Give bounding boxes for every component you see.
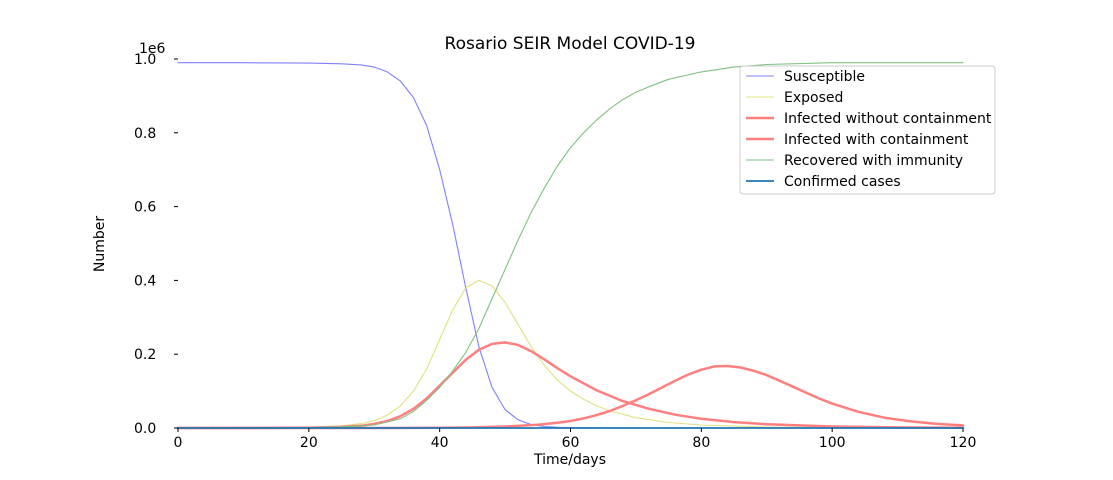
y-axis-label: Number (92, 216, 108, 272)
series-line-infected-with-containment (176, 364, 965, 430)
x-tick-label: 80 (692, 435, 710, 451)
x-tick-label: 40 (431, 435, 449, 451)
legend: Susceptible Exposed Infected without conta… (739, 65, 996, 195)
y-tick-label: 0.6 (134, 200, 156, 216)
legend-label-confirmed-cases: Confirmed cases (784, 174, 901, 190)
series-line-infected-without-containment (176, 341, 965, 430)
legend-label-infected-with-containment: Infected with containment (784, 132, 969, 148)
series-line-exposed (177, 279, 964, 429)
x-tick-label: 120 (950, 435, 977, 451)
y-tick-label: 0.2 (134, 347, 156, 363)
legend-label-exposed: Exposed (784, 90, 843, 106)
axes: 0 20 40 60 80 100 120 0.0 0.2 0.4 0.6 0.8 1.0 (134, 52, 976, 451)
y-tick-label: 0.8 (134, 126, 156, 142)
series-line-recovered-with-immunity (177, 62, 964, 429)
legend-box (739, 65, 996, 195)
x-tick-label: 100 (819, 435, 846, 451)
legend-label-recovered-with-immunity: Recovered with immunity (784, 153, 963, 169)
y-offset-label: 1e6 (139, 41, 166, 57)
legend-label-infected-without-containment: Infected without containment (784, 111, 992, 127)
x-axis-label: Time/days (533, 452, 606, 468)
y-tick-label: 1.0 (134, 52, 156, 68)
x-tick-label: 0 (174, 435, 183, 451)
legend-label-susceptible: Susceptible (784, 69, 865, 85)
chart-title: Rosario SEIR Model COVID-19 (445, 34, 696, 54)
x-tick-label: 20 (300, 435, 318, 451)
y-tick-label: 0.0 (134, 421, 156, 437)
x-tick-label: 60 (562, 435, 580, 451)
y-tick-label: 0.4 (134, 273, 156, 289)
